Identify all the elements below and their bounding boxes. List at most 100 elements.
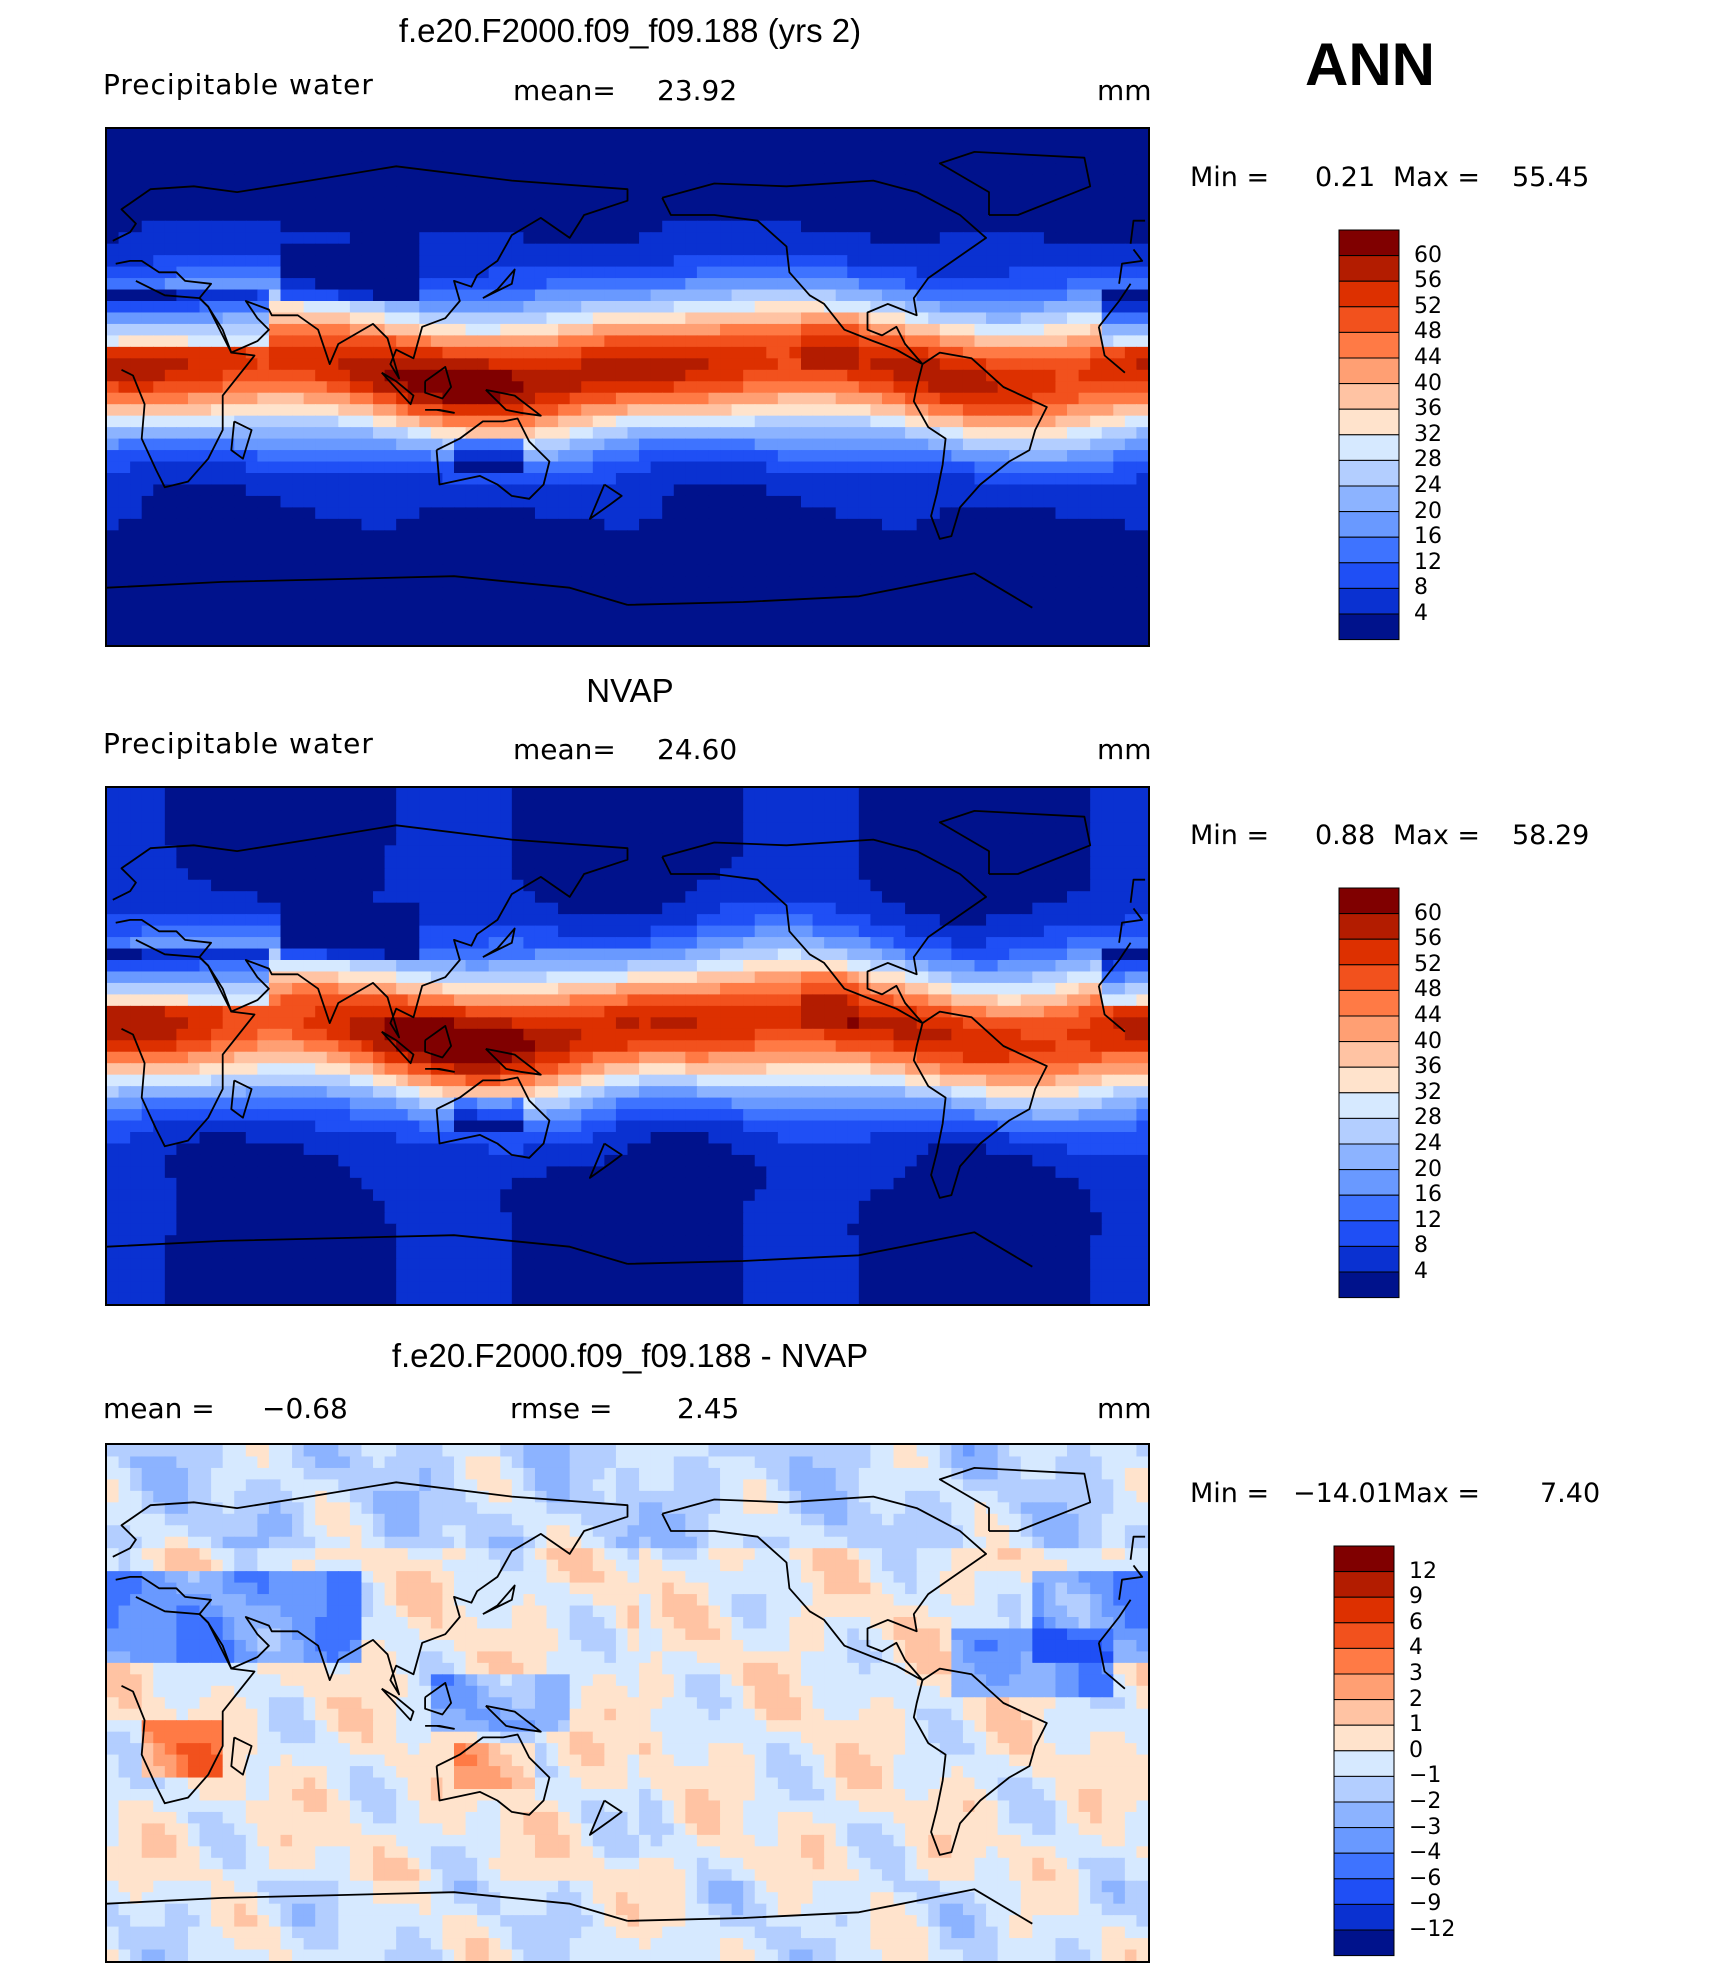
colorbar-tick-label: 0 — [1409, 1737, 1423, 1763]
colorbar-box — [1338, 562, 1400, 589]
variable-label: Precipitable water — [103, 68, 374, 101]
colorbar-tick-label: 52 — [1414, 293, 1442, 319]
coastline — [107, 1888, 1033, 1925]
colorbar-box — [1338, 1194, 1400, 1222]
colorbar-tick-label: 12 — [1414, 549, 1442, 575]
max-value: 7.40 — [1540, 1478, 1601, 1509]
colorbar-tick-label: 28 — [1414, 447, 1442, 473]
colorbar-box — [1338, 255, 1400, 282]
min-value: −14.01 — [1293, 1478, 1393, 1509]
mean-value: 23.92 — [657, 74, 738, 107]
coastline — [938, 1467, 1092, 1532]
colorbar-box — [1333, 1545, 1395, 1573]
min-label: Min = — [1190, 1478, 1270, 1509]
colorbar-box — [1333, 1929, 1395, 1957]
rmse-value: 2.45 — [677, 1392, 740, 1425]
coastline — [435, 1733, 551, 1816]
colorbar-box — [1338, 964, 1400, 991]
colorbar-difference: 12 9 6 4 3 2 1 0 −1 −2 −3 −4 −6 −9 −12 — [1333, 1545, 1455, 1962]
colorbar-box — [1338, 1245, 1400, 1273]
colorbar-tick-label: −12 — [1409, 1917, 1456, 1942]
coastline — [661, 1495, 987, 1681]
colorbar-box — [1338, 408, 1400, 436]
colorbar-tick-label: −2 — [1409, 1789, 1442, 1814]
max-label: Max = — [1393, 162, 1481, 193]
colorbar-boxes — [1338, 887, 1400, 1299]
colorbar-box — [1338, 331, 1400, 359]
max-label: Max = — [1393, 820, 1481, 851]
coastline — [661, 179, 987, 365]
colorbar-tick-label: −6 — [1409, 1865, 1442, 1891]
colorbar-box — [1338, 587, 1400, 615]
coastline — [938, 810, 1092, 875]
coastline — [589, 1799, 623, 1836]
min-value: 0.21 — [1315, 162, 1376, 193]
colorbar-tick-label: 24 — [1414, 473, 1442, 498]
colorbar-tick-label: 9 — [1409, 1584, 1423, 1610]
colorbar-box — [1338, 1117, 1400, 1145]
colorbar-tick-label: 8 — [1414, 575, 1428, 601]
colorbar-tick-label: 60 — [1414, 242, 1442, 268]
coastline — [912, 1667, 1048, 1856]
min-label: Min = — [1190, 820, 1270, 851]
colorbar-box — [1338, 383, 1400, 410]
colorbar-tick-label: 36 — [1414, 396, 1442, 422]
coastline — [485, 389, 542, 417]
coastline — [485, 1048, 542, 1076]
colorbar-tick-label: −3 — [1409, 1814, 1442, 1840]
colorbar-box — [1333, 1878, 1395, 1905]
colorbar-box — [1338, 459, 1400, 487]
colorbar-tick-label: 56 — [1414, 268, 1442, 294]
coastline — [435, 1076, 551, 1159]
mean-label: mean= — [513, 74, 616, 107]
coastline — [425, 409, 455, 414]
colorbar-tick-label: 44 — [1414, 345, 1442, 370]
colorbar-boxes — [1333, 1545, 1395, 1957]
colorbar-tick-label: 28 — [1414, 1105, 1442, 1131]
coastline — [938, 151, 1092, 216]
colorbar-tick-label: 12 — [1414, 1207, 1442, 1233]
coastline — [230, 420, 253, 460]
colorbar-tick-label: 48 — [1414, 977, 1442, 1003]
units-label: mm — [1097, 1392, 1152, 1425]
colorbar-tick-label: 2 — [1409, 1686, 1423, 1712]
coastline — [485, 1705, 542, 1733]
colorbar-box — [1338, 434, 1400, 461]
colorbar-observation: 60 56 52 48 44 40 36 32 28 24 20 16 12 8 4 — [1338, 887, 1442, 1304]
coastline — [381, 1030, 415, 1065]
colorbar-box — [1333, 1673, 1395, 1701]
colorbar-box — [1333, 1775, 1395, 1803]
map-model — [105, 127, 1150, 647]
colorbar-tick-label: 40 — [1414, 370, 1442, 396]
coastline — [112, 1481, 1144, 1696]
coastline — [1129, 1535, 1146, 1560]
max-value: 58.29 — [1512, 820, 1590, 851]
coastline — [425, 1725, 455, 1730]
coastline — [381, 371, 415, 406]
coastline — [589, 1142, 623, 1179]
colorbar-box — [1333, 1724, 1395, 1752]
colorbar-box — [1333, 1699, 1395, 1726]
colorbar-box — [1333, 1852, 1395, 1880]
colorbar-box — [1338, 1041, 1400, 1068]
colorbar-box — [1333, 1647, 1395, 1675]
colorbar-tick-label: 4 — [1409, 1635, 1423, 1661]
coastline — [112, 824, 1144, 1039]
coastline — [230, 1736, 253, 1776]
panel-title: NVAP — [586, 672, 674, 709]
coastline — [107, 572, 1033, 609]
colorbar-tick-label: 32 — [1414, 421, 1442, 447]
colorbar-tick-label: −4 — [1409, 1840, 1442, 1866]
coastline — [482, 927, 516, 958]
colorbar-box — [1338, 1271, 1400, 1299]
rmse-label: rmse = — [510, 1392, 613, 1425]
map-observation — [105, 786, 1150, 1306]
colorbar-tick-label: 48 — [1414, 319, 1442, 345]
colorbar-tick-label: 4 — [1414, 601, 1428, 626]
colorbar-box — [1338, 1015, 1400, 1043]
max-value: 55.45 — [1512, 162, 1590, 193]
coastline — [230, 1079, 253, 1119]
mean-label: mean= — [513, 733, 616, 766]
colorbar-box — [1333, 1596, 1395, 1624]
colorbar-box — [1338, 913, 1400, 940]
